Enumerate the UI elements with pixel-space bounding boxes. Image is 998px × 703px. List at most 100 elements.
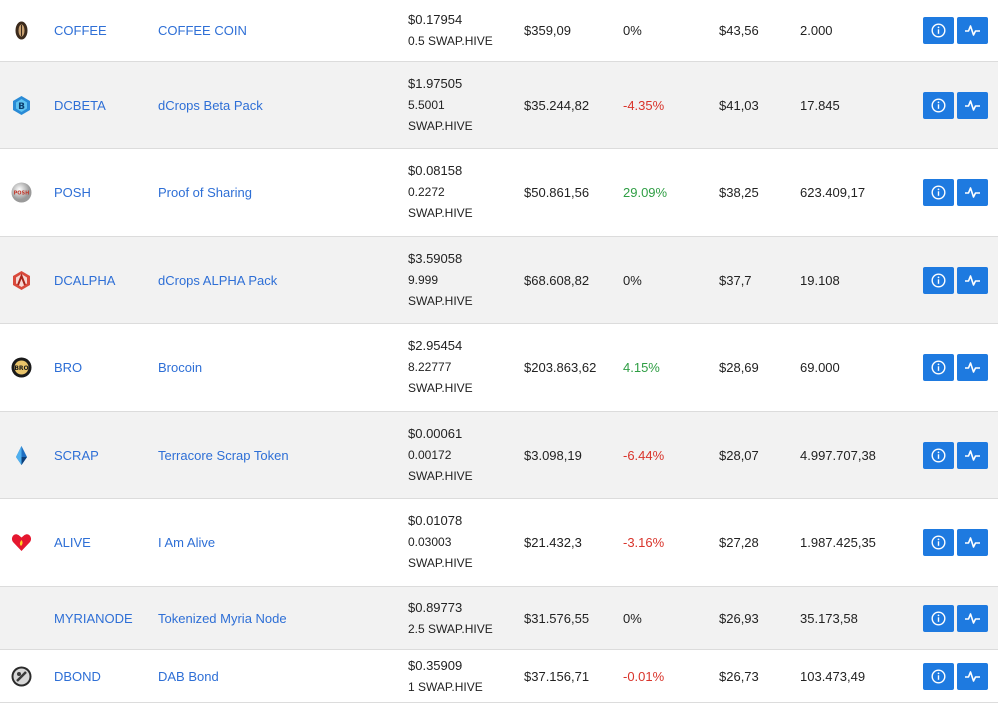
token-name-link[interactable]: dCrops ALPHA Pack (158, 273, 278, 288)
token-symbol-link[interactable]: POSH (54, 185, 91, 200)
info-button[interactable] (923, 179, 954, 206)
info-icon (931, 669, 946, 684)
chart-button[interactable] (957, 354, 988, 381)
table-row: ALIVE I Am Alive $0.01078 0.03003 SWAP.HIVE $… (0, 499, 998, 587)
volume: $37,7 (719, 273, 752, 288)
price-hive: 0.03003 (408, 534, 452, 549)
price-hive-unit: SWAP.HIVE (408, 206, 473, 220)
token-name-link[interactable]: Brocoin (158, 360, 203, 375)
market-cap: $3.098,19 (524, 448, 582, 463)
token-symbol-link[interactable]: COFFEE (54, 23, 107, 38)
activity-chart-icon (964, 23, 981, 38)
table-row: DBOND DAB Bond $0.35909 1 SWAP.HIVE $37.156,… (0, 650, 998, 703)
info-button[interactable] (923, 17, 954, 44)
price-cell: $0.00061 0.00172 SWAP.HIVE (408, 423, 473, 488)
info-icon (931, 185, 946, 200)
circulating-supply: 4.997.707,38 (800, 448, 876, 463)
price-cell: $1.97505 5.5001 SWAP.HIVE (408, 73, 473, 138)
info-button[interactable] (923, 354, 954, 381)
activity-chart-icon (964, 535, 981, 550)
price-usd: $2.95454 (408, 338, 463, 353)
volume: $26,73 (719, 669, 759, 684)
price-hive: 0.00172 (408, 447, 452, 462)
chart-button[interactable] (957, 663, 988, 690)
table-row: DCALPHA dCrops ALPHA Pack $3.59058 9.999 SWA… (0, 237, 998, 324)
info-button[interactable] (923, 529, 954, 556)
info-icon (931, 448, 946, 463)
activity-chart-icon (964, 611, 981, 626)
info-button[interactable] (923, 267, 954, 294)
price-hive: 0.2272 (408, 184, 445, 199)
table-row: BRO BRO Brocoin $2.95454 8.22777 SWAP.HIVE $20… (0, 324, 998, 412)
table-row: COFFEE COFFEE COIN $0.17954 0.5 SWAP.HIVE $3… (0, 0, 998, 62)
token-symbol-link[interactable]: ALIVE (54, 535, 91, 550)
token-name-link[interactable]: COFFEE COIN (158, 23, 247, 38)
activity-chart-icon (964, 273, 981, 288)
market-cap: $35.244,82 (524, 98, 590, 113)
svg-text:B: B (18, 102, 25, 112)
token-name-link[interactable]: dCrops Beta Pack (158, 98, 263, 113)
change-24h: 0% (623, 23, 642, 38)
price-hive: 0.5 SWAP.HIVE (408, 33, 493, 48)
activity-chart-icon (964, 448, 981, 463)
change-24h: -0.01% (623, 669, 665, 684)
token-name-link[interactable]: I Am Alive (158, 535, 216, 550)
chart-button[interactable] (957, 605, 988, 632)
info-button[interactable] (923, 442, 954, 469)
circulating-supply: 623.409,17 (800, 185, 866, 200)
info-button[interactable] (923, 663, 954, 690)
price-cell: $0.17954 0.5 SWAP.HIVE (408, 9, 493, 52)
svg-text:BRO: BRO (14, 365, 28, 372)
info-icon (931, 535, 946, 550)
volume: $27,28 (719, 535, 759, 550)
token-symbol-link[interactable]: DCALPHA (54, 273, 116, 288)
change-24h: -3.16% (623, 535, 665, 550)
info-button[interactable] (923, 605, 954, 632)
coffee-coin-icon (11, 20, 32, 41)
token-symbol-link[interactable]: DBOND (54, 669, 101, 684)
dcalpha-pack-icon (11, 270, 32, 291)
market-cap: $31.576,55 (524, 611, 590, 626)
price-cell: $3.59058 9.999 SWAP.HIVE (408, 248, 473, 313)
market-cap: $21.432,3 (524, 535, 582, 550)
price-usd: $0.17954 (408, 12, 463, 27)
dcbeta-pack-icon: B (11, 95, 32, 116)
price-hive: 9.999 (408, 272, 439, 287)
token-name-link[interactable]: Proof of Sharing (158, 185, 252, 200)
info-button[interactable] (923, 92, 954, 119)
scrap-crystal-icon (11, 445, 32, 466)
circulating-supply: 17.845 (800, 98, 840, 113)
activity-chart-icon (964, 98, 981, 113)
chart-button[interactable] (957, 179, 988, 206)
chart-button[interactable] (957, 17, 988, 44)
table-row: SCRAP Terracore Scrap Token $0.00061 0.0017… (0, 412, 998, 499)
activity-chart-icon (964, 185, 981, 200)
volume: $41,03 (719, 98, 759, 113)
table-row: B DCBETA dCrops Beta Pack $1.97505 5.5001 SWA… (0, 62, 998, 149)
price-cell: $0.01078 0.03003 SWAP.HIVE (408, 510, 473, 575)
token-name-link[interactable]: Terracore Scrap Token (158, 448, 289, 463)
info-icon (931, 273, 946, 288)
token-symbol-link[interactable]: DCBETA (54, 98, 106, 113)
circulating-supply: 19.108 (800, 273, 840, 288)
chart-button[interactable] (957, 529, 988, 556)
token-symbol-link[interactable]: SCRAP (54, 448, 99, 463)
info-icon (931, 23, 946, 38)
chart-button[interactable] (957, 267, 988, 294)
chart-button[interactable] (957, 442, 988, 469)
price-hive: 5.5001 (408, 97, 445, 112)
heart-icon (11, 532, 32, 553)
token-symbol-link[interactable]: MYRIANODE (54, 611, 133, 626)
circulating-supply: 69.000 (800, 360, 840, 375)
change-24h: 29.09% (623, 185, 668, 200)
table-row: POSH POSH Proof of Sharing $0.08158 0.2272 SW… (0, 149, 998, 237)
change-24h: 4.15% (623, 360, 660, 375)
market-cap: $50.861,56 (524, 185, 590, 200)
token-name-link[interactable]: DAB Bond (158, 669, 219, 684)
token-name-link[interactable]: Tokenized Myria Node (158, 611, 287, 626)
token-symbol-link[interactable]: BRO (54, 360, 83, 375)
table-row: MYRIANODE Tokenized Myria Node $0.89773 2.5… (0, 587, 998, 650)
price-hive: 8.22777 (408, 359, 452, 374)
market-cap: $68.608,82 (524, 273, 590, 288)
chart-button[interactable] (957, 92, 988, 119)
